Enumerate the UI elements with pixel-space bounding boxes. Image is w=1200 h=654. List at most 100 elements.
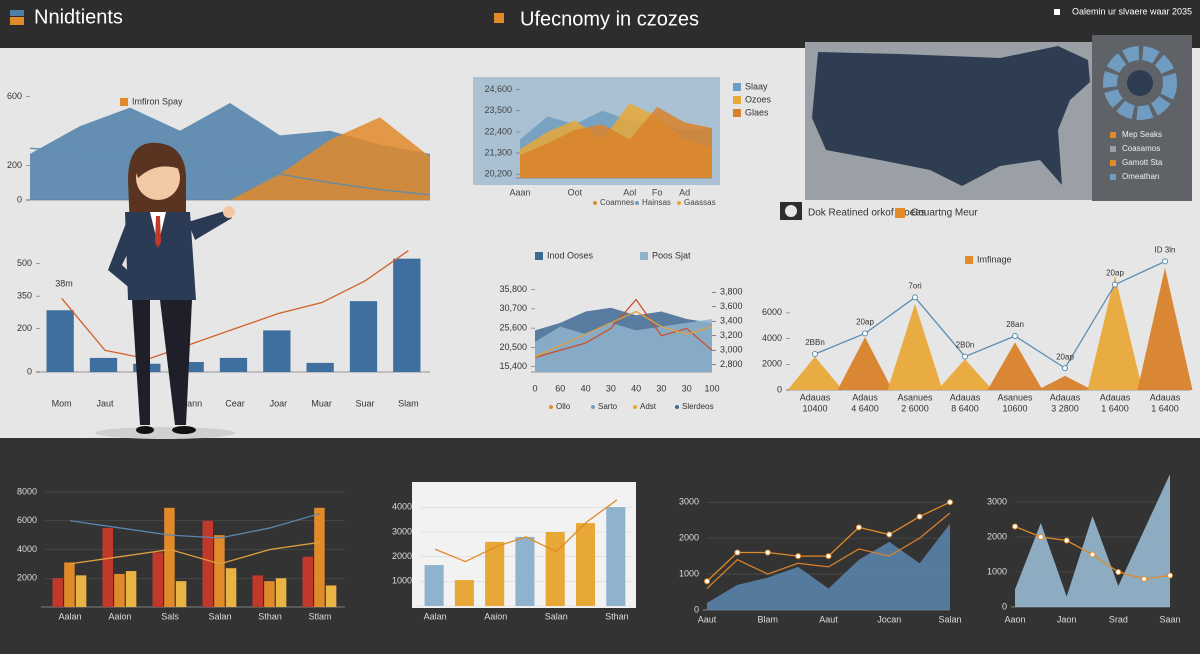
peak xyxy=(887,303,943,390)
point-label: 20ap xyxy=(1056,352,1074,361)
point xyxy=(734,549,741,556)
bar xyxy=(252,575,263,607)
annotation: 38m xyxy=(55,278,73,288)
y-tick-label: 0 xyxy=(777,384,782,394)
x-tick-label: Jaon xyxy=(1057,614,1077,624)
point xyxy=(1115,569,1122,575)
bar xyxy=(275,578,287,607)
x-tick-label: 40 xyxy=(581,383,591,393)
map-legend-label: Couartng Meur xyxy=(911,208,978,219)
x-tick-label: Adauas xyxy=(1100,392,1131,402)
point xyxy=(916,513,923,520)
x-tick-label: Jocan xyxy=(877,614,901,624)
y-tick-label: 2000 xyxy=(679,533,699,543)
note-dot xyxy=(635,201,639,205)
y-tick-label: 600 xyxy=(7,91,22,101)
logo-icon xyxy=(10,17,24,25)
legend-swatch xyxy=(1110,132,1116,138)
x-tick-label: Aaut xyxy=(698,614,717,624)
note-dot xyxy=(675,405,679,409)
top-note: Oalemin ur slvaere waar 2035 xyxy=(1072,6,1192,16)
x-tick-sublabel: 10400 xyxy=(802,403,827,413)
note-label: Slerdeos xyxy=(682,402,714,411)
bar xyxy=(214,535,225,607)
y-tick-label: 2000 xyxy=(762,359,782,369)
y-tick-label: 200 xyxy=(17,323,32,333)
note-dot xyxy=(633,405,637,409)
x-tick-label: Aol xyxy=(623,187,636,197)
x-tick-label: Jaut xyxy=(96,398,114,408)
point-label: 2B0n xyxy=(956,341,975,350)
x-tick-label: Aaion xyxy=(108,611,131,621)
area xyxy=(535,319,712,372)
x-tick-label: Blam xyxy=(757,614,778,624)
x-tick-label: 0 xyxy=(532,383,537,393)
legend-swatch xyxy=(1110,174,1116,180)
area xyxy=(1015,474,1170,607)
line xyxy=(534,310,713,358)
peak xyxy=(987,342,1043,390)
bar xyxy=(306,362,334,372)
title-icon xyxy=(494,13,504,23)
note-dot xyxy=(591,405,595,409)
line xyxy=(814,260,1166,370)
bar xyxy=(164,507,175,607)
legend-label: Imfinage xyxy=(977,254,1012,264)
note-label: Gaassas xyxy=(684,198,716,207)
bar xyxy=(264,581,275,607)
y-tick-label: 20,500 xyxy=(499,342,527,352)
x-tick-label: Saan xyxy=(1159,614,1180,624)
x-tick-label: Asanues xyxy=(997,392,1033,402)
y-tick-label: 1000 xyxy=(392,576,412,586)
y-tick-label: 4000 xyxy=(762,333,782,343)
x-tick-label: Adauas xyxy=(1150,392,1181,402)
bar xyxy=(176,362,204,372)
x-tick-label: Oot xyxy=(568,187,583,197)
x-tick-label: Aaan xyxy=(509,187,530,197)
point xyxy=(862,330,868,337)
bar xyxy=(575,523,596,606)
point xyxy=(1089,551,1096,558)
y-tick-label: 8000 xyxy=(17,486,37,496)
x-tick-sublabel: 8 6400 xyxy=(951,403,979,413)
legend-swatch xyxy=(1110,146,1116,152)
area xyxy=(30,117,430,200)
x-tick-label: Adauas xyxy=(800,392,831,402)
bar xyxy=(219,357,248,372)
line xyxy=(69,512,321,539)
x-tick-sublabel: 1 6400 xyxy=(1101,403,1129,413)
x-tick-sublabel: 4 6400 xyxy=(851,403,879,413)
point-label: ID 3ln xyxy=(1155,246,1176,255)
bar xyxy=(52,578,63,607)
map-label: Omeathan xyxy=(1122,172,1159,181)
x-tick-label: 100 xyxy=(704,383,719,393)
logo-icon xyxy=(10,10,24,16)
point xyxy=(1162,258,1168,265)
x-tick-label: Fo xyxy=(652,187,663,197)
point xyxy=(1037,534,1044,540)
legend-swatch xyxy=(895,208,905,218)
y-tick-label: 25,600 xyxy=(499,322,527,332)
line xyxy=(69,541,321,565)
line xyxy=(29,147,431,196)
note-label: Sarto xyxy=(598,402,618,411)
y-tick-label: 3000 xyxy=(987,496,1007,506)
x-tick-label: Aann xyxy=(181,398,202,408)
x-tick-sublabel: 1 6400 xyxy=(1151,403,1179,413)
point xyxy=(825,553,832,560)
y-tick-label: 15,400 xyxy=(499,361,527,371)
bar xyxy=(102,527,113,607)
line xyxy=(706,512,951,589)
x-tick-label: Aaon xyxy=(1004,614,1025,624)
legend-swatch xyxy=(535,252,543,260)
point-label: 20ap xyxy=(1106,269,1124,278)
note-label: Adst xyxy=(640,402,657,411)
legend-swatch xyxy=(640,252,648,260)
point xyxy=(1062,365,1068,372)
legend-swatch xyxy=(733,109,741,117)
legend-label: Imfiron Spay xyxy=(132,96,183,106)
line xyxy=(434,499,618,563)
y-tick-label: 0 xyxy=(694,604,699,614)
top-bar xyxy=(0,0,1200,48)
x-tick-sublabel: 3 2800 xyxy=(1051,403,1079,413)
